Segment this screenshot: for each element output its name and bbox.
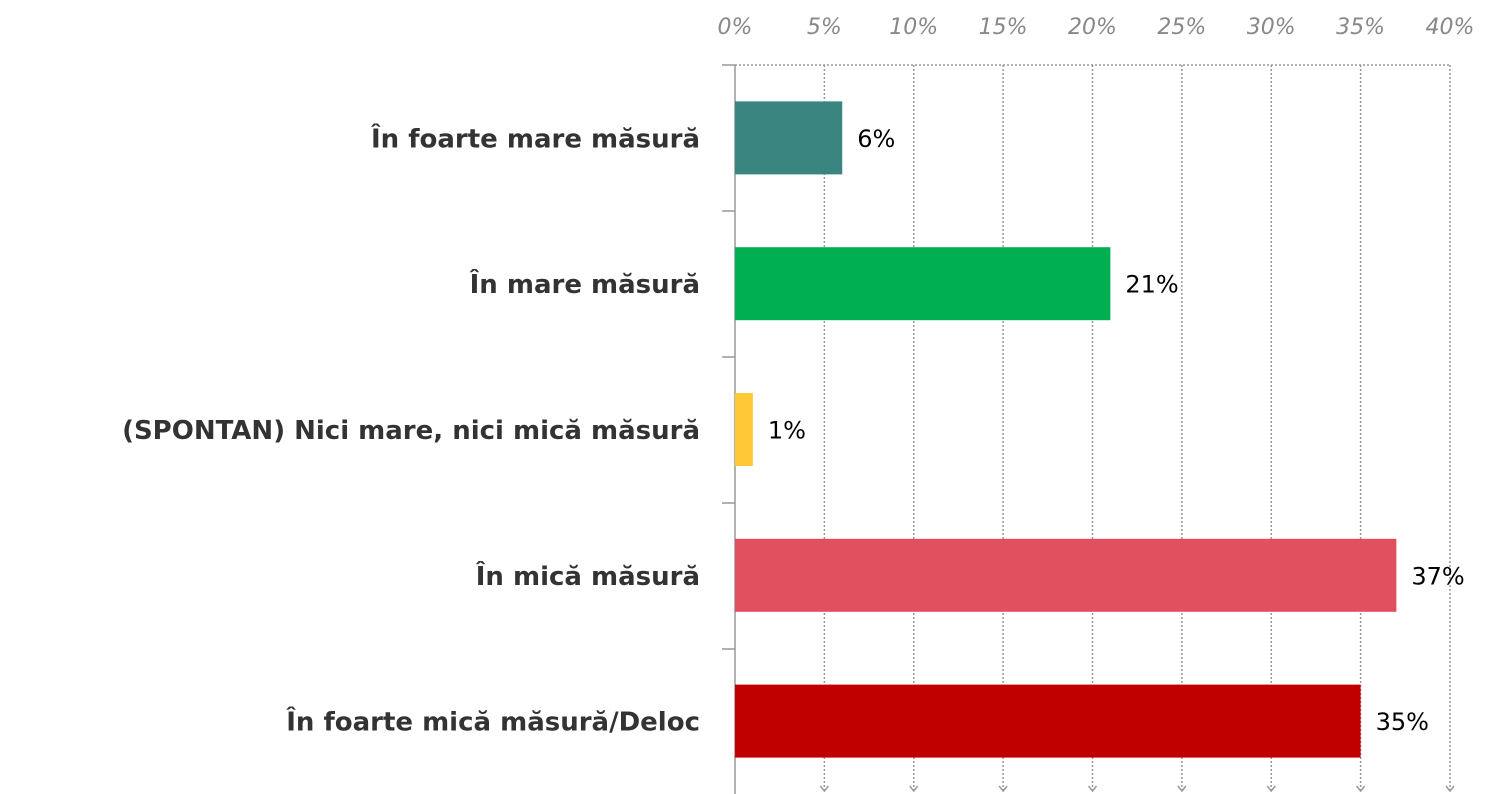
value-label: 21% bbox=[1125, 271, 1178, 299]
value-label: 6% bbox=[857, 125, 895, 153]
bar bbox=[735, 247, 1111, 321]
category-label: În foarte mică măsură/Deloc bbox=[286, 706, 700, 738]
grid-arrow bbox=[1266, 785, 1276, 793]
x-tick-label: 35% bbox=[1336, 15, 1385, 40]
bar bbox=[735, 101, 843, 175]
x-tick-label: 30% bbox=[1247, 15, 1296, 40]
x-tick-label: 20% bbox=[1068, 15, 1117, 40]
grid-arrow bbox=[1087, 785, 1098, 793]
category-separators bbox=[722, 64, 735, 650]
x-tick-label: 40% bbox=[1426, 15, 1475, 40]
x-tick-label: 25% bbox=[1157, 15, 1206, 40]
x-tick-label: 10% bbox=[889, 15, 938, 40]
category-label: În foarte mare măsură bbox=[371, 122, 700, 154]
grid-arrow bbox=[1177, 785, 1187, 793]
value-label: 37% bbox=[1411, 562, 1464, 590]
category-label: În mică măsură bbox=[476, 560, 700, 592]
category-label: În mare măsură bbox=[470, 268, 700, 300]
x-tick-label: 0% bbox=[718, 15, 753, 40]
bar bbox=[735, 538, 1397, 612]
value-label: 1% bbox=[768, 417, 806, 445]
bar bbox=[735, 684, 1361, 758]
value-label: 35% bbox=[1376, 708, 1429, 736]
grid-arrow bbox=[998, 785, 1008, 793]
x-tick-label: 15% bbox=[979, 15, 1028, 40]
grid-arrow bbox=[909, 785, 919, 793]
bar bbox=[735, 393, 753, 466]
grid-arrow bbox=[1356, 785, 1366, 793]
grid-arrow bbox=[819, 785, 829, 793]
grid-arrow bbox=[1445, 785, 1455, 793]
x-tick-label: 5% bbox=[807, 15, 842, 40]
category-label: (SPONTAN) Nici mare, nici mică măsură bbox=[122, 416, 700, 446]
